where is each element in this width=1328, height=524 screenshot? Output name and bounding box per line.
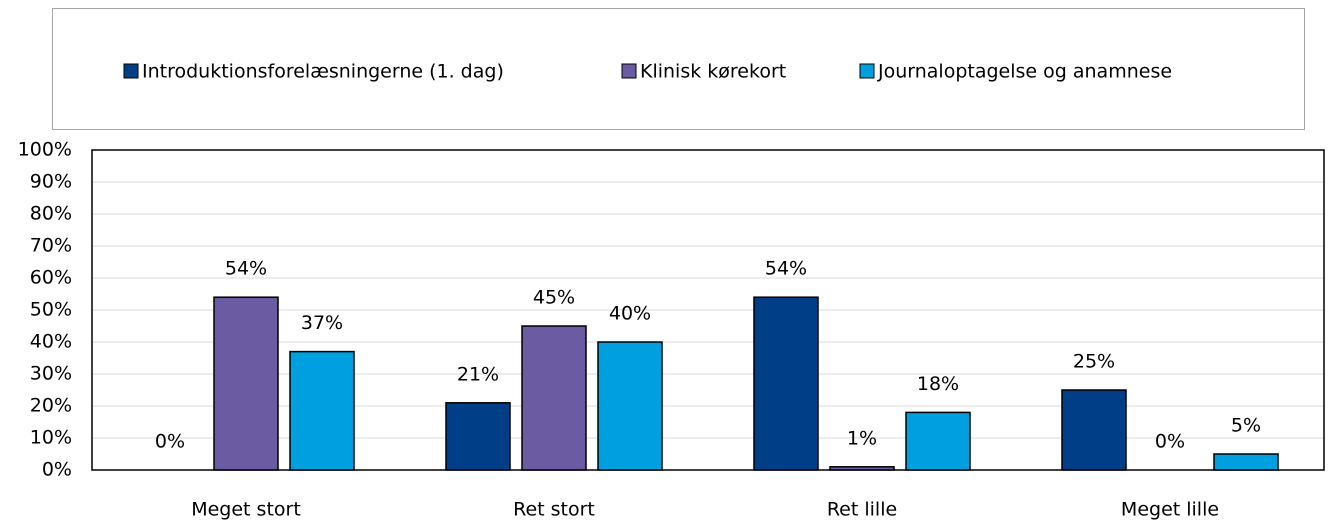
bar	[597, 341, 663, 471]
y-tick-label: 50%	[30, 299, 72, 321]
y-tick-label: 60%	[30, 267, 72, 289]
bar	[521, 325, 587, 471]
plot-border	[91, 149, 1325, 471]
x-tick-label: Meget lille	[1121, 499, 1219, 521]
y-tick-label: 10%	[30, 427, 72, 449]
y-tick-label: 90%	[30, 171, 72, 193]
value-label: 40%	[609, 303, 651, 325]
bar	[445, 402, 511, 471]
value-label: 1%	[847, 427, 877, 449]
bar	[289, 350, 355, 471]
x-tick-label: Ret lille	[827, 499, 897, 521]
value-label: 0%	[155, 431, 185, 453]
legend-label: Introduktionsforelæsningerne (1. dag)	[142, 61, 504, 83]
legend-swatch	[621, 63, 637, 79]
value-label: 0%	[1155, 431, 1185, 453]
y-tick-label: 70%	[30, 235, 72, 257]
y-tick-label: 80%	[30, 203, 72, 225]
value-label: 37%	[301, 312, 343, 334]
legend-label: Journaloptagelse og anamnese	[877, 61, 1172, 83]
value-label: 54%	[765, 258, 807, 280]
legend-swatch	[123, 63, 139, 79]
value-label: 5%	[1231, 415, 1261, 437]
value-label: 45%	[533, 287, 575, 309]
bar	[213, 296, 279, 471]
y-tick-label: 30%	[30, 363, 72, 385]
x-tick-label: Meget stort	[191, 499, 301, 521]
y-tick-label: 0%	[42, 459, 72, 481]
y-tick-label: 20%	[30, 395, 72, 417]
y-tick-label: 100%	[18, 139, 72, 161]
legend-label: Klinisk kørekort	[640, 61, 786, 83]
bar	[829, 466, 895, 471]
bar	[905, 411, 971, 471]
bar	[1213, 453, 1279, 471]
legend-box	[52, 8, 1305, 130]
bar	[753, 296, 819, 471]
bar	[1061, 389, 1127, 471]
value-label: 54%	[225, 258, 267, 280]
legend-swatch	[859, 63, 875, 79]
value-label: 18%	[917, 373, 959, 395]
value-label: 21%	[457, 363, 499, 385]
y-tick-label: 40%	[30, 331, 72, 353]
value-label: 25%	[1073, 351, 1115, 373]
x-tick-label: Ret stort	[513, 499, 595, 521]
